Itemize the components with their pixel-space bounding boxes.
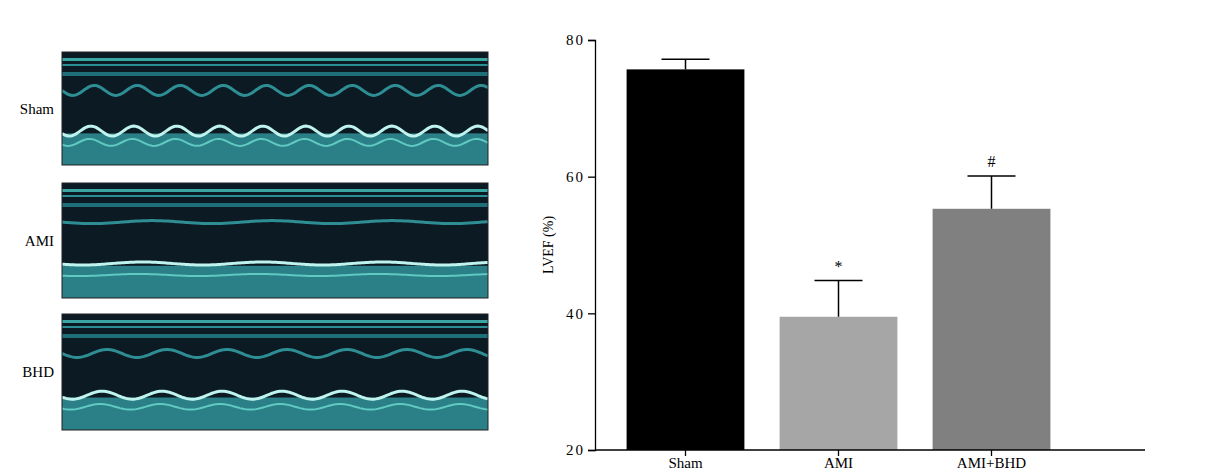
bar xyxy=(933,209,1051,450)
echo-band xyxy=(62,195,488,197)
echo-band xyxy=(62,72,488,76)
x-tick: AMI xyxy=(824,450,853,471)
echo-wall xyxy=(62,349,488,357)
error-bar xyxy=(968,176,1016,209)
error-bar xyxy=(662,59,710,69)
y-tick-mark xyxy=(588,40,595,41)
echo-images: Sham AMI BHD xyxy=(20,52,488,430)
echo-wall xyxy=(62,404,488,410)
y-tick-mark xyxy=(588,450,595,451)
y-tick-mark xyxy=(588,313,595,314)
echo-band xyxy=(62,334,488,338)
echo-frame xyxy=(62,314,488,430)
x-axis: Sham AMI AMI+BHD xyxy=(595,450,1145,471)
echo-panel: BHD xyxy=(22,314,488,430)
annotations: *# xyxy=(835,153,996,275)
y-tick-label: 40 xyxy=(566,306,585,322)
error-stem xyxy=(838,281,840,317)
error-cap xyxy=(968,175,1016,177)
y-axis-line xyxy=(588,41,596,451)
panel-label: BHD xyxy=(22,364,54,380)
echo-band xyxy=(62,266,488,298)
echo-background xyxy=(62,183,488,298)
echo-panel: AMI xyxy=(25,183,488,298)
echo-background xyxy=(62,52,488,165)
y-axis-title: LVEF (%) xyxy=(541,216,557,275)
x-tick: AMI+BHD xyxy=(957,450,1026,471)
echo-band xyxy=(62,398,488,430)
error-stem xyxy=(991,176,993,209)
panel-label: Sham xyxy=(20,101,55,117)
echo-wall xyxy=(62,262,488,265)
error-cap xyxy=(662,58,710,60)
y-tick: 80 xyxy=(566,32,595,48)
chart: *#20406080ShamAMIAMI+BHDLVEF (%) xyxy=(541,32,1145,471)
x-tick: Sham xyxy=(668,450,703,471)
error-bar xyxy=(815,281,863,317)
bar xyxy=(627,69,745,450)
echo-band xyxy=(62,203,488,207)
echo-band xyxy=(62,64,488,66)
y-tick: 40 xyxy=(566,306,595,322)
echo-wall xyxy=(62,391,488,399)
y-tick: 20 xyxy=(566,442,595,458)
echo-wall xyxy=(62,126,488,136)
y-tick-label: 80 xyxy=(566,32,585,48)
error-stem xyxy=(685,59,687,69)
y-tick: 60 xyxy=(566,169,595,185)
echo-panel: Sham xyxy=(20,52,488,165)
annotation: * xyxy=(835,258,843,275)
echo-background xyxy=(62,314,488,430)
echo-wall xyxy=(62,85,488,95)
error-cap xyxy=(815,280,863,282)
y-tick-label: 60 xyxy=(566,169,585,185)
echo-wall xyxy=(62,274,488,276)
echo-band xyxy=(62,326,488,328)
x-axis-line xyxy=(595,449,1145,450)
y-tick-label: 20 xyxy=(566,442,585,458)
echo-band xyxy=(62,58,488,61)
echo-band xyxy=(62,133,488,165)
echo-band xyxy=(62,320,488,323)
y-axis: 20 40 60 80 xyxy=(566,32,596,458)
x-tick-label: AMI+BHD xyxy=(957,455,1026,471)
x-tick-label: AMI xyxy=(824,455,853,471)
echo-wall xyxy=(62,221,488,224)
x-tick-label: Sham xyxy=(668,455,703,471)
marks xyxy=(627,59,1051,450)
echo-wall xyxy=(62,139,488,146)
annotation: # xyxy=(988,153,996,170)
echo-frame xyxy=(62,52,488,165)
panel-label: AMI xyxy=(25,233,54,249)
bar xyxy=(780,317,898,450)
y-tick-mark xyxy=(588,177,595,178)
echo-frame xyxy=(62,183,488,298)
echo-band xyxy=(62,189,488,192)
